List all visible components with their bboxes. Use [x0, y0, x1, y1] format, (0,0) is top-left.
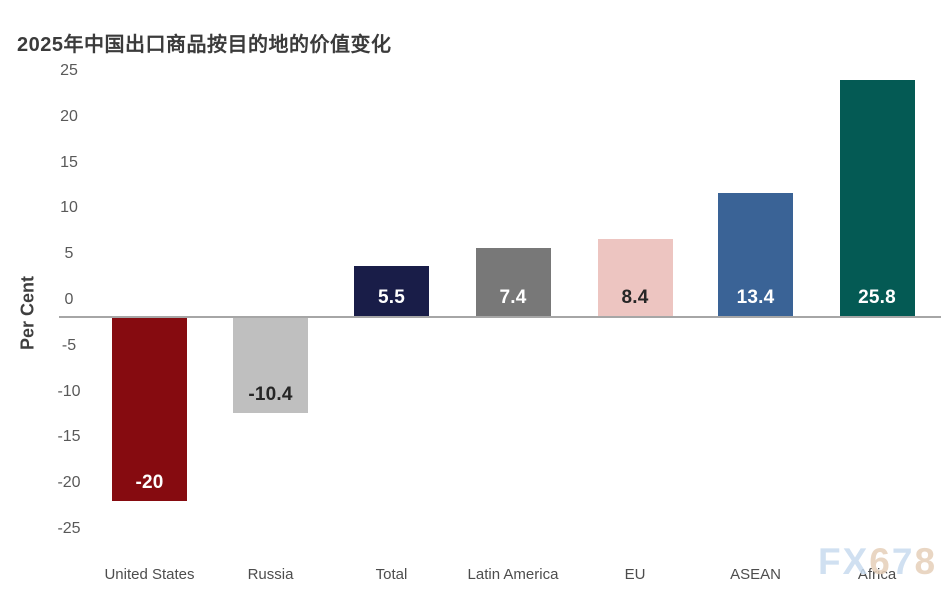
x-axis-label-united-states: United States: [104, 566, 195, 583]
bar-united-states: -20: [112, 318, 187, 502]
bar-value-label: -20: [135, 472, 164, 494]
y-tick-label: -5: [61, 336, 77, 354]
x-axis-label-russia: Russia: [247, 566, 294, 583]
y-tick-label: 20: [60, 107, 78, 125]
y-tick-label: 15: [60, 153, 78, 171]
bar-total: 5.5: [354, 265, 429, 316]
chart-title: 2025年中国出口商品按目的地的价值变化: [17, 34, 392, 56]
bar-value-label: -10.4: [248, 384, 293, 406]
bar-value-label: 25.8: [858, 286, 896, 308]
bar-russia: -10.4: [233, 318, 308, 414]
bar-africa: 25.8: [839, 79, 915, 316]
bar-value-label: 5.5: [377, 286, 405, 308]
y-tick-label: -10: [57, 382, 81, 400]
bar-asean: 13.4: [718, 193, 793, 316]
y-tick-label: 5: [64, 245, 74, 263]
x-axis-label-africa: Africa: [857, 566, 897, 583]
y-tick-label: -20: [57, 474, 81, 492]
y-tick-label: 25: [60, 62, 78, 79]
bar-value-label: 7.4: [499, 286, 527, 308]
bar-eu: 8.4: [597, 239, 673, 316]
watermark-letter: 8: [914, 541, 938, 582]
fx678-watermark: FX678: [818, 541, 937, 583]
y-tick-label: -15: [57, 428, 81, 446]
watermark-letter: X: [842, 541, 870, 582]
bar-latin-america: 7.4: [475, 248, 551, 316]
y-tick-label: 10: [60, 199, 78, 217]
watermark-letter: 7: [891, 541, 915, 582]
x-axis-label-eu: EU: [624, 566, 646, 583]
watermark-letter: F: [818, 541, 843, 582]
x-axis-label-latin-america: Latin America: [467, 566, 559, 583]
y-tick-label: -25: [57, 520, 81, 537]
x-axis-label-total: Total: [375, 566, 408, 583]
y-tick-label: 0: [64, 291, 74, 308]
bar-value-label: 13.4: [736, 286, 775, 308]
zero-axis-line: [59, 316, 941, 318]
bar-value-label: 8.4: [621, 286, 649, 308]
watermark-letter: 6: [869, 541, 892, 582]
x-axis-label-asean: ASEAN: [730, 566, 781, 583]
